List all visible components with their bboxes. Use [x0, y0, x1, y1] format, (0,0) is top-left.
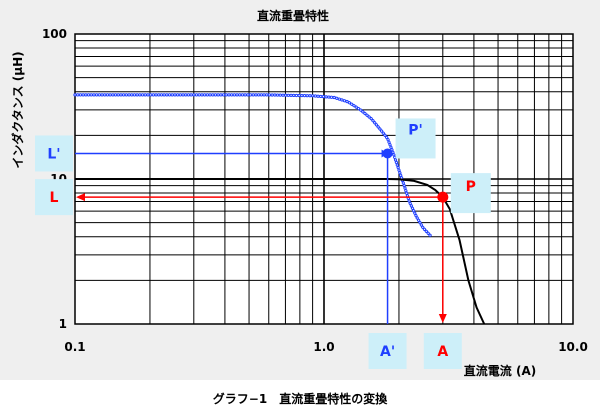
point-label: P: [466, 179, 476, 195]
figure-caption: グラフ−1 直流重畳特性の変換: [212, 392, 388, 406]
y-axis-label: インダクタンス (μH): [10, 51, 25, 168]
y-projection-label-box: [35, 135, 73, 172]
point-label-box: [395, 118, 436, 159]
x-tick-label: 0.1: [64, 340, 85, 354]
y-projection-label: L: [50, 190, 59, 206]
x-tick-label: 1.0: [313, 340, 334, 354]
y-tick-label: 100: [42, 27, 67, 41]
x-projection-label: A: [437, 344, 448, 360]
x-tick-label: 10.0: [558, 340, 588, 354]
series-line: [75, 178, 486, 325]
y-projection-label-box: [35, 179, 73, 216]
annotation-layer: P' A' L' P A L: [35, 118, 491, 369]
x-projection-label: A': [380, 344, 395, 360]
arrow-head: [76, 193, 85, 202]
series-line-hollow: [74, 94, 432, 238]
x-projection-label-box: [368, 333, 407, 369]
point-label: P': [408, 122, 423, 138]
chart-title: 直流重畳特性: [257, 8, 329, 23]
data-point-marker: [382, 148, 393, 159]
x-axis-label: 直流電流 (A): [464, 363, 536, 378]
data-point-marker: [437, 191, 449, 203]
point-label-box: [450, 173, 491, 214]
arrow-head: [438, 314, 447, 323]
series-layer: [73, 93, 486, 325]
y-tick-label: 1: [59, 317, 67, 331]
y-projection-label: L': [47, 146, 60, 162]
x-projection-label-box: [423, 333, 462, 369]
